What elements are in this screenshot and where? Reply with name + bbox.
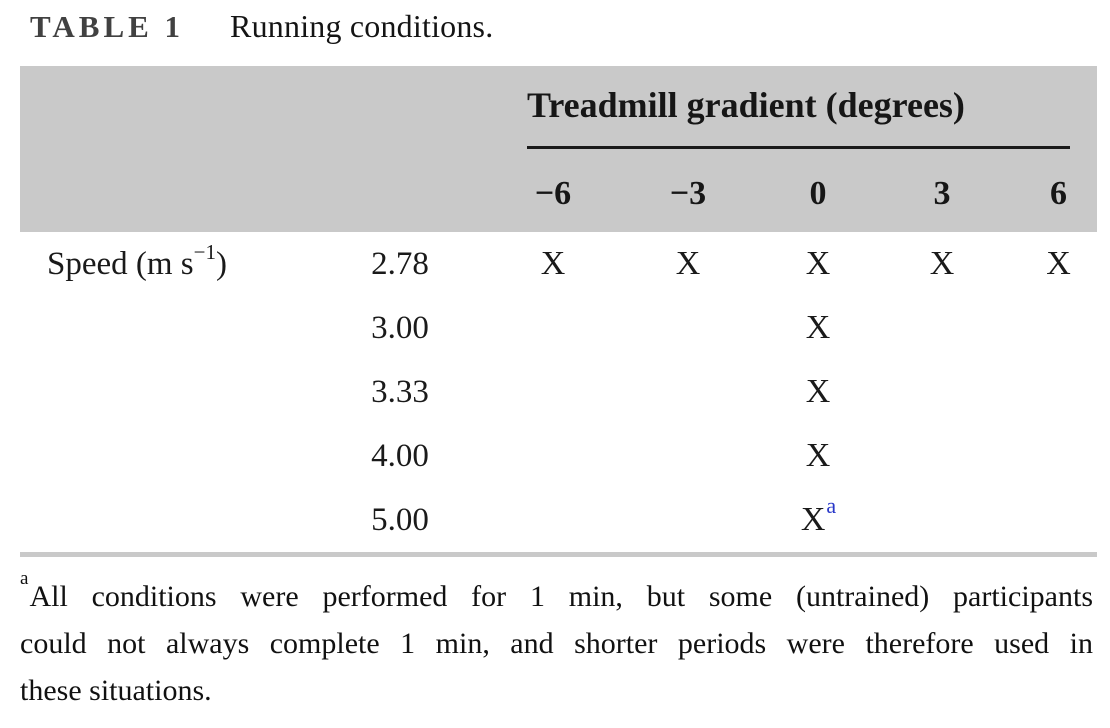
mark-cell: [472, 360, 634, 424]
speed-cell: 5.00: [371, 501, 429, 538]
mark-cell: [1011, 296, 1106, 360]
mark-cell: [472, 488, 634, 552]
empty-cell: [20, 360, 340, 424]
mark-cell: [622, 424, 754, 488]
mark-cell: X: [540, 245, 566, 282]
empty-cell: [20, 296, 340, 360]
group-header-underline: [527, 146, 1070, 149]
table-bottom-rule: [20, 552, 1097, 557]
mark-cell: [1011, 360, 1106, 424]
table-row: 3.33 X: [20, 360, 1097, 424]
mark-cell: [882, 424, 1002, 488]
mark-cell: X: [929, 245, 955, 282]
mark-cell: [622, 296, 754, 360]
mark-cell: [622, 360, 754, 424]
mark-cell: X: [675, 245, 701, 282]
gradient-column-header: 0: [809, 175, 827, 212]
table-number-label: TABLE 1: [30, 9, 185, 44]
empty-header-cell: [20, 166, 340, 222]
group-header-label: Treadmill gradient (degrees): [527, 85, 965, 125]
footnote-line: aAll conditions were performed for 1 min…: [20, 569, 1093, 620]
gradient-column-header: −3: [669, 175, 707, 212]
gradient-header-row: −6 −3 0 3 6: [20, 166, 1097, 222]
gradient-column-header: 6: [1050, 175, 1067, 212]
speed-cell: 2.78: [371, 245, 429, 282]
table-row: Speed (m s −1) 2.78 X X X X X: [20, 232, 1097, 296]
mark-cell: [622, 488, 754, 552]
footnote-marker: a: [20, 568, 29, 589]
speed-cell: 3.00: [371, 309, 429, 346]
mark-cell: X: [805, 373, 831, 410]
speed-cell: 3.33: [371, 373, 429, 410]
mark-cell: [882, 360, 1002, 424]
row-header-suffix: ): [216, 245, 227, 282]
mark-cell: X: [805, 245, 831, 282]
table-row: 3.00 X: [20, 296, 1097, 360]
empty-cell: [20, 424, 340, 488]
mark-cell: [882, 296, 1002, 360]
mark-x: X: [800, 501, 826, 538]
table-header: Treadmill gradient (degrees) −6 −3 0 3 6: [20, 66, 1097, 232]
mark-cell: X: [805, 309, 831, 346]
footnote: aAll conditions were performed for 1 min…: [20, 569, 1093, 714]
footnote-text: All conditions were performed for 1 min,…: [29, 580, 1093, 613]
footnote-line: these situations.: [20, 674, 212, 707]
empty-header-cell: [340, 166, 460, 222]
mark-cell: [472, 296, 634, 360]
row-header-text: Speed (m s: [47, 245, 194, 282]
speed-cell: 4.00: [371, 437, 429, 474]
table-caption: Running conditions.: [230, 8, 494, 44]
gradient-column-header: 3: [933, 175, 951, 212]
empty-cell: [20, 488, 340, 552]
mark-cell: X: [805, 437, 831, 474]
table-row: 4.00 X: [20, 424, 1097, 488]
table-body: Speed (m s −1) 2.78 X X X X X 3.00 X 3.33…: [20, 232, 1097, 552]
mark-cell: [1011, 488, 1106, 552]
mark-cell: [882, 488, 1002, 552]
table-title: TABLE 1 Running conditions.: [30, 8, 493, 45]
footnote-line: could not always complete 1 min, and sho…: [20, 627, 1093, 660]
gradient-column-header: −6: [534, 175, 572, 212]
mark-cell: [472, 424, 634, 488]
row-header-label: Speed (m s −1): [47, 240, 227, 282]
mark-cell: X: [1046, 245, 1071, 282]
mark-cell: [1011, 424, 1106, 488]
